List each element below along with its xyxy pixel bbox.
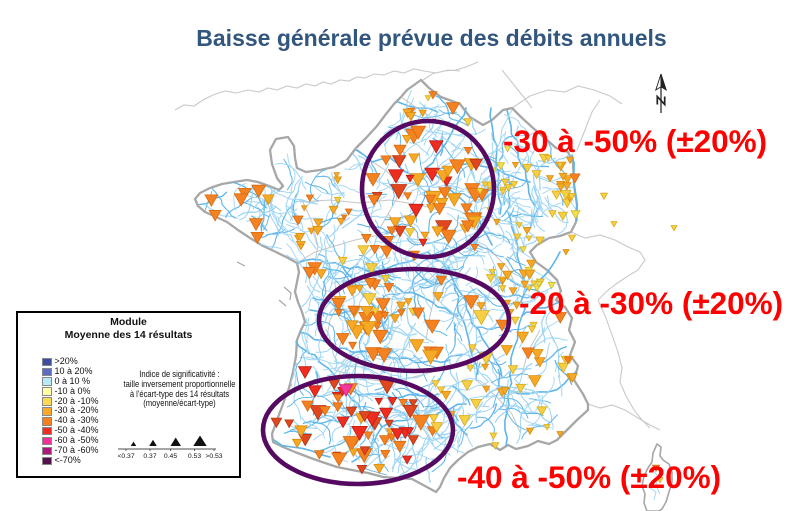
svg-text:0.37: 0.37 xyxy=(143,453,156,460)
svg-text:0.45: 0.45 xyxy=(164,453,177,460)
svg-text:<0.37: <0.37 xyxy=(118,453,135,460)
svg-text:0.53: 0.53 xyxy=(188,453,201,460)
svg-text:>0.53: >0.53 xyxy=(205,453,222,460)
